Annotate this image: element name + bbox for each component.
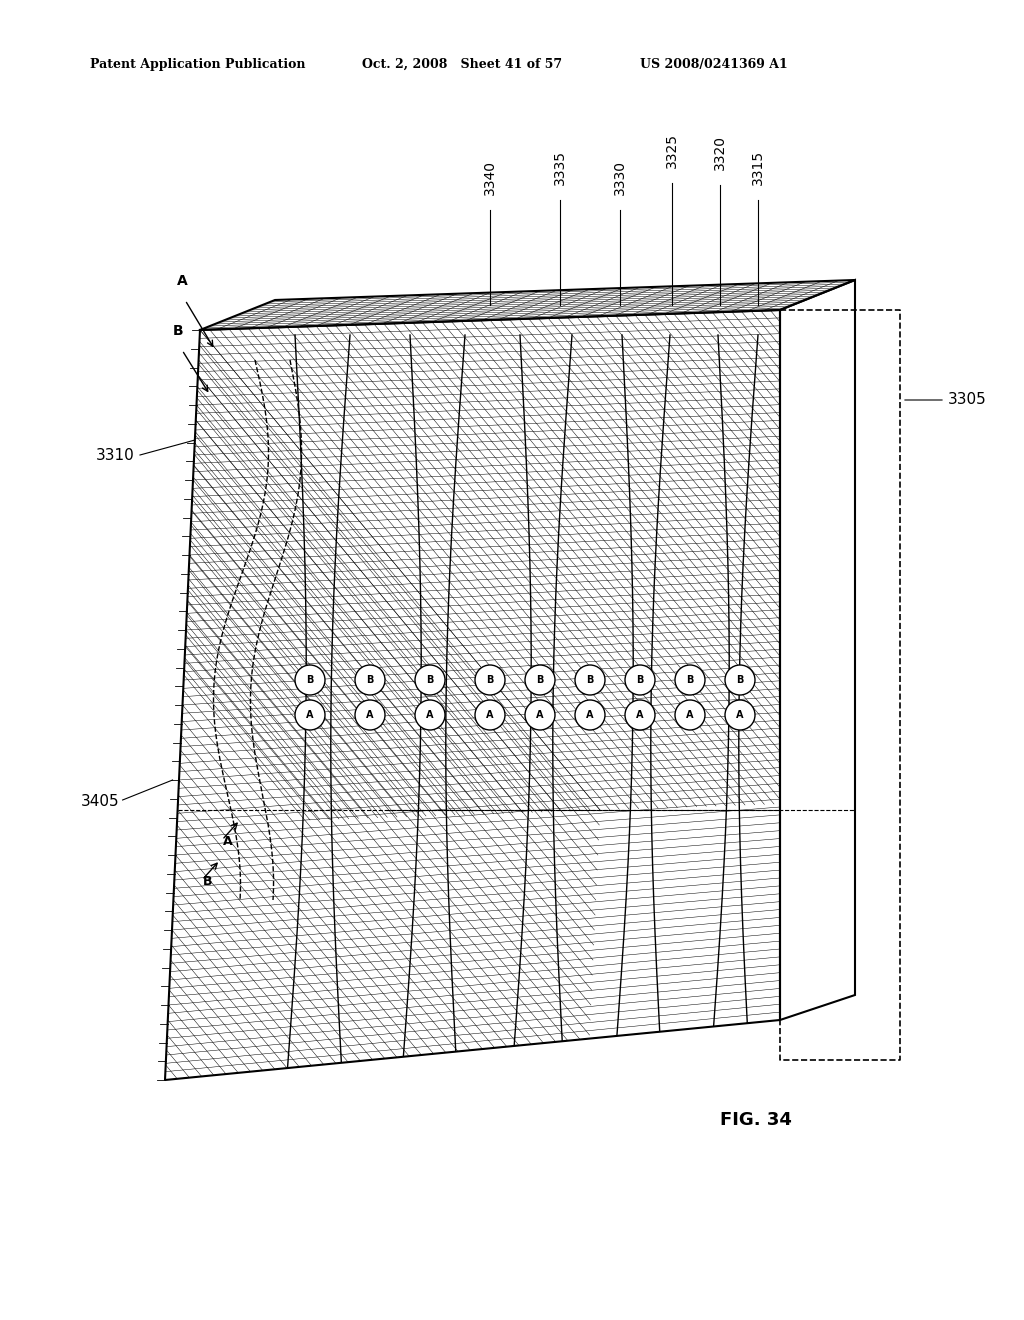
Text: 3320: 3320 xyxy=(713,135,727,170)
Circle shape xyxy=(355,700,385,730)
Text: 3325: 3325 xyxy=(665,133,679,168)
Polygon shape xyxy=(165,310,780,1080)
Circle shape xyxy=(575,700,605,730)
Text: B: B xyxy=(426,675,434,685)
Text: B: B xyxy=(736,675,743,685)
Circle shape xyxy=(295,700,325,730)
Text: B: B xyxy=(203,875,213,888)
Text: B: B xyxy=(636,675,644,685)
Circle shape xyxy=(415,700,445,730)
Circle shape xyxy=(675,665,705,696)
Circle shape xyxy=(725,665,755,696)
Text: B: B xyxy=(686,675,693,685)
Circle shape xyxy=(625,665,655,696)
Text: 3315: 3315 xyxy=(751,150,765,185)
Text: B: B xyxy=(587,675,594,685)
Text: B: B xyxy=(537,675,544,685)
Circle shape xyxy=(295,665,325,696)
Circle shape xyxy=(575,665,605,696)
Text: FIG. 34: FIG. 34 xyxy=(720,1111,792,1129)
Circle shape xyxy=(415,665,445,696)
Polygon shape xyxy=(200,280,855,330)
Text: A: A xyxy=(587,710,594,719)
Circle shape xyxy=(675,700,705,730)
Text: B: B xyxy=(306,675,313,685)
Circle shape xyxy=(475,665,505,696)
Text: 3405: 3405 xyxy=(81,795,120,809)
Text: 3310: 3310 xyxy=(96,447,135,462)
Text: A: A xyxy=(686,710,693,719)
Circle shape xyxy=(525,665,555,696)
Text: A: A xyxy=(736,710,743,719)
Text: 3330: 3330 xyxy=(613,160,627,195)
Text: A: A xyxy=(636,710,644,719)
Text: A: A xyxy=(306,710,313,719)
Text: Oct. 2, 2008   Sheet 41 of 57: Oct. 2, 2008 Sheet 41 of 57 xyxy=(362,58,562,71)
Text: A: A xyxy=(537,710,544,719)
Circle shape xyxy=(355,665,385,696)
Text: 3335: 3335 xyxy=(553,150,567,185)
Text: B: B xyxy=(367,675,374,685)
Text: A: A xyxy=(426,710,434,719)
Text: 3305: 3305 xyxy=(948,392,987,408)
Circle shape xyxy=(525,700,555,730)
Text: A: A xyxy=(223,836,232,847)
Text: 3340: 3340 xyxy=(483,160,497,195)
Text: A: A xyxy=(486,710,494,719)
Text: B: B xyxy=(173,323,183,338)
Text: A: A xyxy=(176,275,187,288)
Circle shape xyxy=(475,700,505,730)
Text: US 2008/0241369 A1: US 2008/0241369 A1 xyxy=(640,58,787,71)
Circle shape xyxy=(725,700,755,730)
Circle shape xyxy=(625,700,655,730)
Text: A: A xyxy=(367,710,374,719)
Text: B: B xyxy=(486,675,494,685)
Polygon shape xyxy=(780,280,855,1020)
Text: Patent Application Publication: Patent Application Publication xyxy=(90,58,305,71)
